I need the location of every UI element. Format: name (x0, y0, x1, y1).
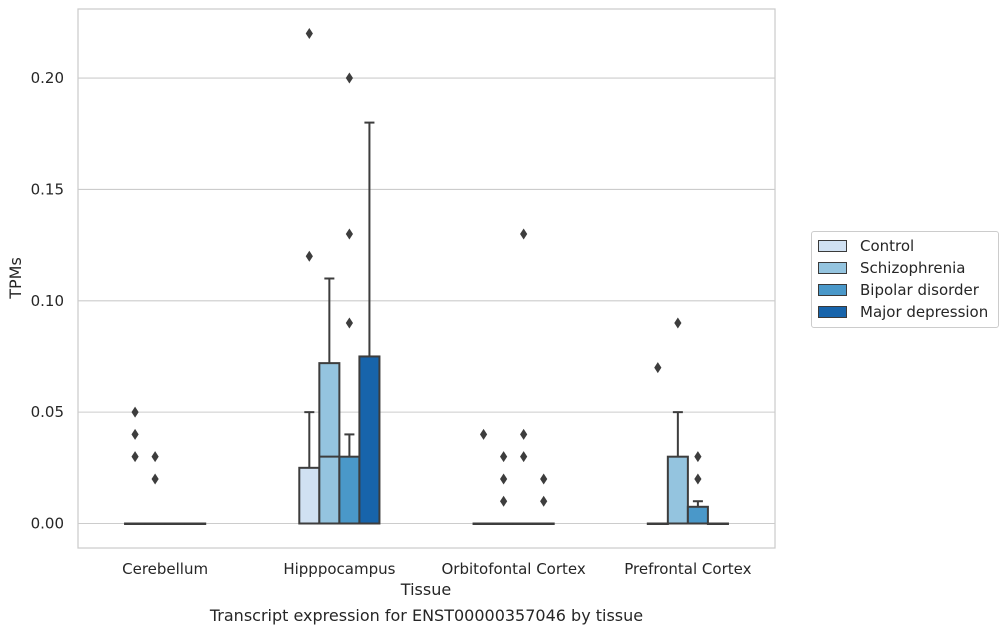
x-axis-label: Tissue (400, 580, 451, 599)
outlier-point (540, 473, 548, 485)
outlier-point (479, 428, 488, 440)
box (358, 121, 381, 525)
box-layer (124, 121, 729, 525)
outlier-point (540, 495, 548, 507)
outlier-point (500, 451, 508, 463)
outlier-point (694, 451, 702, 463)
x-tick-label: Hipppocampus (283, 560, 395, 578)
x-tick-label: Cerebellum (122, 560, 208, 578)
box (144, 522, 167, 525)
outlier-point (520, 428, 528, 440)
outlier-point (151, 451, 159, 463)
y-tick-label: 0.00 (31, 515, 64, 533)
box (532, 522, 555, 525)
legend-item-schizophrenia: Schizophrenia (818, 258, 965, 278)
box (472, 522, 495, 525)
box-body (686, 505, 709, 525)
outlier-point (305, 28, 313, 39)
legend-swatch-schizophrenia (818, 262, 847, 274)
box (318, 277, 341, 525)
outlier-point (131, 406, 139, 418)
x-tick-labels: Cerebellum Hipppocampus Orbitofontal Corte… (122, 560, 751, 578)
legend-label: Control (860, 237, 915, 255)
legend-label: Bipolar disorder (860, 281, 979, 299)
box (686, 500, 709, 525)
legend-item-major-depression: Major depression (818, 302, 988, 322)
box (666, 411, 689, 525)
outlier-point (305, 250, 313, 262)
box-body (358, 355, 381, 525)
box-body (318, 362, 341, 525)
box (492, 522, 515, 525)
outlier-point (151, 473, 159, 485)
legend-swatch-control (818, 240, 847, 252)
box (646, 522, 669, 525)
outlier-point (654, 362, 662, 374)
box (184, 522, 207, 525)
plot-frame (77, 8, 776, 549)
outlier-point (520, 228, 528, 240)
box (124, 522, 147, 525)
legend: Control Schizophrenia Bipolar disorder M… (811, 231, 999, 328)
chart-caption: Transcript expression for ENST0000035704… (209, 606, 644, 625)
y-tick-label: 0.20 (31, 69, 64, 87)
outlier-point (674, 317, 682, 329)
outlier-point (345, 72, 353, 84)
legend-swatch-major-depression (818, 306, 847, 318)
outlier-point (520, 451, 528, 463)
y-tick-labels: 0.00 0.05 0.10 0.15 0.20 (31, 69, 64, 532)
legend-item-control: Control (818, 236, 914, 256)
box (338, 433, 361, 525)
y-axis-label: TPMs (6, 257, 25, 300)
legend-swatch-bipolar-disorder (818, 284, 847, 296)
outlier-point (131, 451, 139, 463)
box-body (338, 455, 361, 525)
box (706, 522, 729, 525)
legend-label: Major depression (860, 303, 989, 321)
outlier-point (345, 317, 353, 329)
x-tick-label: Prefrontal Cortex (624, 560, 751, 578)
box (298, 411, 321, 525)
y-tick-label: 0.15 (31, 180, 64, 198)
box (512, 522, 535, 525)
outlier-point (345, 228, 353, 240)
outlier-point (500, 473, 508, 485)
y-tick-label: 0.05 (31, 403, 64, 421)
outlier-layer (131, 28, 702, 507)
legend-label: Schizophrenia (860, 259, 966, 277)
box (164, 522, 187, 525)
x-tick-label: Orbitofontal Cortex (442, 560, 586, 578)
outlier-point (500, 495, 508, 507)
outlier-point (694, 473, 702, 485)
box-body (298, 466, 321, 525)
outlier-point (131, 428, 139, 440)
legend-item-bipolar-disorder: Bipolar disorder (818, 280, 979, 300)
box-body (666, 455, 689, 525)
y-tick-label: 0.10 (31, 292, 64, 310)
